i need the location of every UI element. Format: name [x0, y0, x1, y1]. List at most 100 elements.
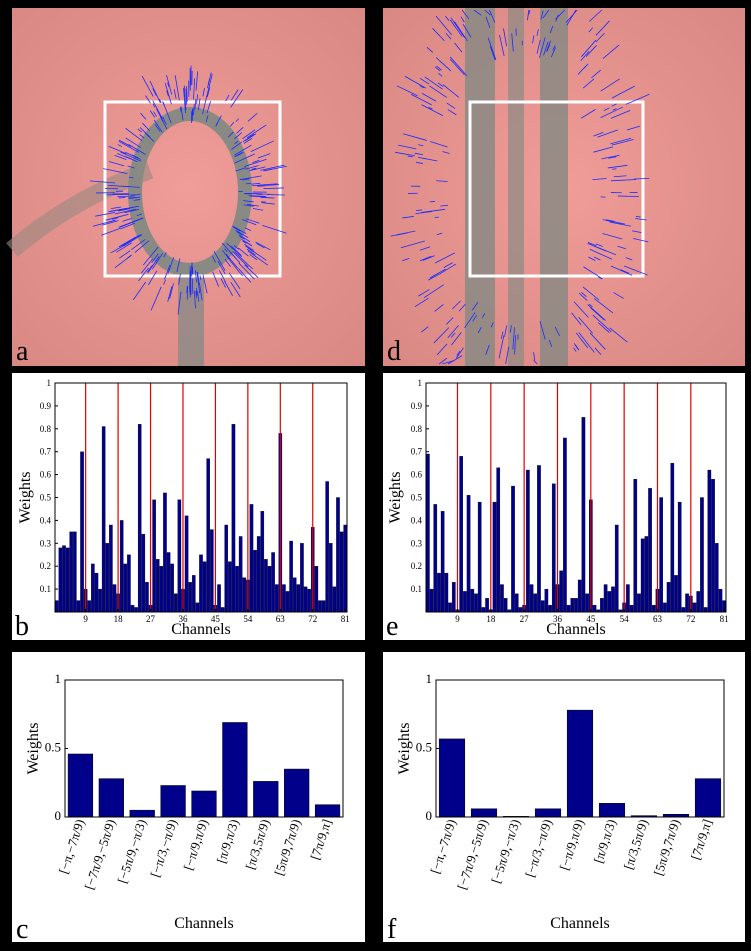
vector [112, 217, 119, 220]
vector [607, 164, 628, 169]
bar [581, 417, 586, 613]
vector [176, 258, 181, 273]
bar [611, 586, 615, 613]
vector [150, 286, 162, 311]
bar [692, 602, 697, 613]
vector [139, 134, 145, 139]
bar [325, 481, 329, 613]
bar [87, 600, 92, 613]
x-axis-label: Channels [174, 915, 234, 932]
vector [236, 231, 243, 236]
vector [246, 248, 256, 256]
vector [602, 219, 617, 223]
vector [211, 255, 216, 263]
vector [117, 208, 130, 212]
vector [587, 241, 597, 247]
bar [438, 738, 466, 818]
bar [192, 575, 196, 613]
vector [396, 85, 418, 97]
vector [500, 331, 504, 339]
bar [256, 536, 261, 613]
bar [210, 529, 214, 613]
bar [514, 593, 519, 613]
y-tick-label: 0.8 [40, 424, 52, 434]
vector [243, 240, 252, 246]
bar [651, 604, 656, 613]
vector [437, 82, 444, 87]
x-tick-label: 36 [553, 614, 563, 624]
vector [125, 151, 141, 160]
vector [140, 258, 154, 274]
vector [587, 304, 606, 321]
vector [473, 9, 482, 16]
vector [589, 248, 613, 260]
bar [577, 579, 582, 613]
y-tick-label: 0.5 [40, 493, 52, 503]
vector [242, 178, 250, 181]
bar [503, 598, 508, 613]
vector [548, 339, 553, 347]
vector [582, 286, 600, 301]
vector [151, 253, 159, 264]
bar [663, 602, 667, 613]
y-tick-label: 0.4 [411, 515, 423, 525]
bar [112, 584, 117, 613]
vector [120, 151, 142, 162]
vector [132, 281, 147, 301]
bar [220, 607, 225, 613]
y-axis-label: Weights [25, 722, 42, 774]
vector [163, 252, 167, 258]
vector [235, 229, 249, 238]
vector [152, 88, 157, 96]
vector [598, 276, 603, 280]
panel-label: a [16, 336, 29, 367]
vector [242, 129, 256, 140]
bar [284, 768, 310, 818]
vector [120, 222, 136, 230]
vector [127, 165, 135, 169]
bar [289, 540, 293, 613]
vector [193, 103, 195, 116]
bar [718, 588, 723, 613]
bar [318, 600, 322, 613]
vector [617, 195, 639, 197]
y-tick-label: 1 [426, 671, 433, 686]
vector [164, 82, 172, 105]
bar [67, 753, 94, 818]
vector [533, 359, 538, 365]
vector [536, 29, 539, 36]
vector [137, 128, 142, 133]
vector [197, 272, 200, 285]
vector [550, 47, 556, 58]
y-tick-label: 0.1 [40, 584, 51, 594]
vector [152, 103, 156, 108]
bar [696, 591, 701, 613]
bar [437, 572, 441, 613]
vector [422, 157, 438, 162]
vector [416, 209, 423, 212]
vector [416, 162, 423, 164]
bar [633, 479, 638, 613]
vector [152, 252, 163, 270]
image-structure [508, 8, 524, 366]
bar [329, 543, 333, 613]
image-d [383, 8, 745, 366]
vector [543, 41, 549, 56]
bar [224, 524, 229, 613]
vector [447, 324, 459, 339]
bar [206, 458, 210, 613]
vector [449, 19, 463, 37]
bar [474, 593, 478, 613]
vector [185, 88, 188, 105]
x-tick-label: 63 [276, 614, 286, 624]
vector [451, 332, 462, 346]
bar [598, 803, 626, 818]
vector [539, 321, 546, 340]
vector [400, 240, 425, 249]
vector [245, 182, 251, 185]
vector [242, 219, 257, 226]
bar [127, 554, 131, 613]
bar [119, 520, 124, 613]
vector [595, 20, 610, 36]
bar [58, 547, 63, 613]
